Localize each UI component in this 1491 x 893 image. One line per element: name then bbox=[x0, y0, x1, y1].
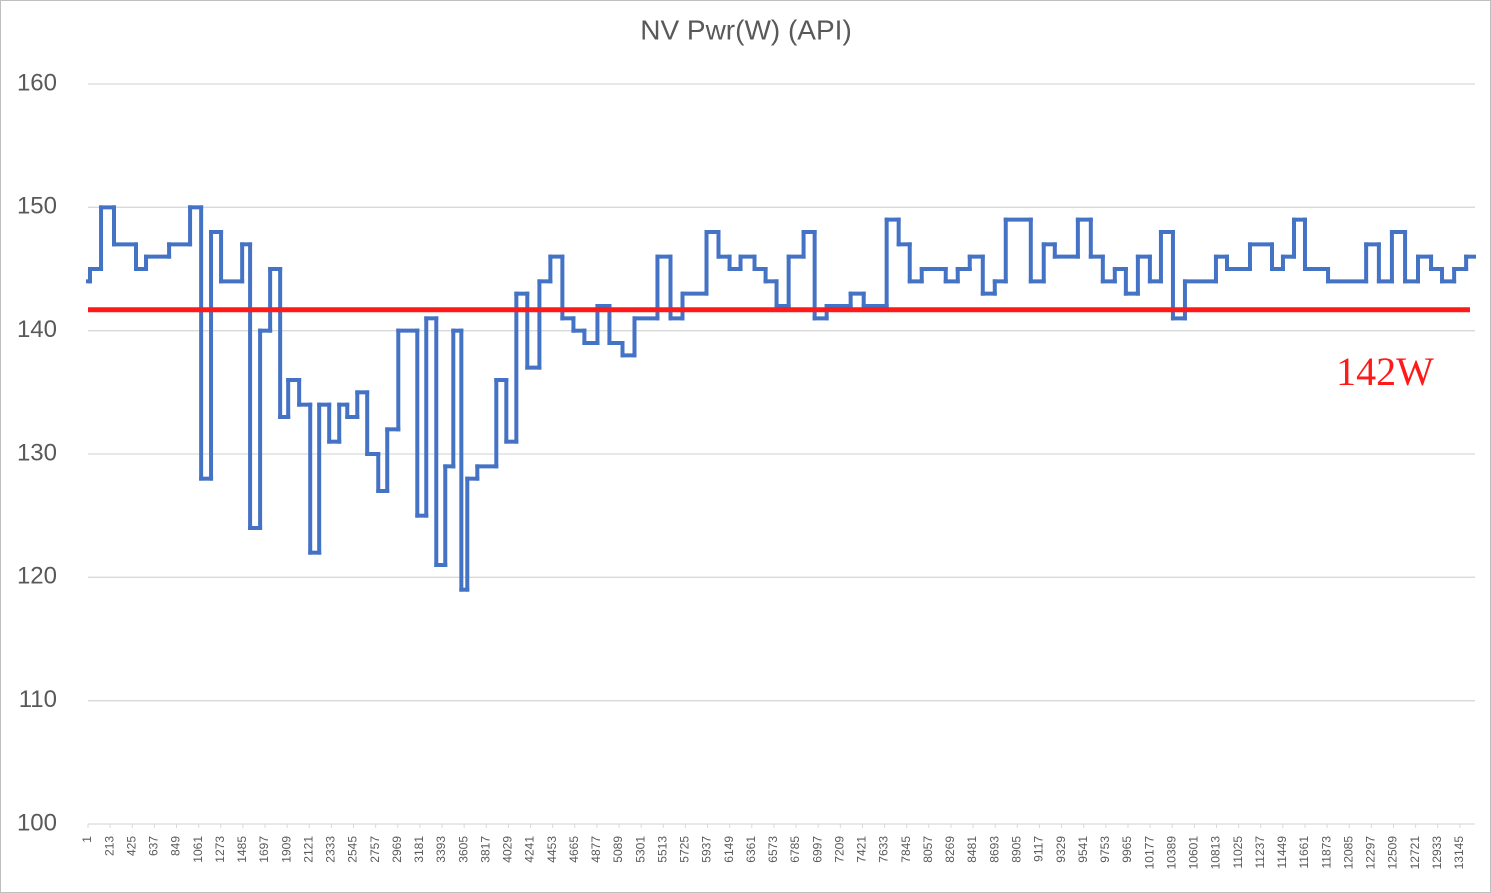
x-tick-label: 4665 bbox=[567, 836, 581, 863]
x-tick-label: 1273 bbox=[213, 836, 227, 863]
x-tick-label: 8057 bbox=[921, 836, 935, 863]
y-tick-label: 130 bbox=[17, 439, 57, 466]
x-tick-label: 11237 bbox=[1253, 836, 1267, 869]
reference-label: 142W bbox=[1336, 349, 1434, 394]
x-tick-label: 10813 bbox=[1209, 836, 1223, 870]
x-tick-label: 10601 bbox=[1187, 836, 1201, 870]
chart-title: NV Pwr(W) (API) bbox=[640, 14, 852, 45]
y-tick-label: 150 bbox=[17, 193, 57, 220]
x-tick-label: 5725 bbox=[678, 836, 692, 863]
x-tick-label: 1485 bbox=[235, 836, 249, 863]
x-tick-label: 637 bbox=[147, 836, 161, 856]
x-tick-label: 6149 bbox=[722, 836, 736, 863]
x-tick-label: 12509 bbox=[1386, 836, 1400, 870]
x-tick-label: 4241 bbox=[523, 836, 537, 863]
x-tick-label: 11873 bbox=[1319, 836, 1333, 869]
y-tick-label: 110 bbox=[19, 686, 57, 713]
x-tick-label: 6785 bbox=[788, 836, 802, 863]
x-tick-label: 5937 bbox=[700, 836, 714, 863]
x-tick-label: 12085 bbox=[1341, 836, 1355, 870]
x-tick-label: 8269 bbox=[943, 836, 957, 863]
x-tick-label: 213 bbox=[102, 836, 116, 856]
x-tick-label: 2757 bbox=[368, 836, 382, 863]
x-tick-label: 9541 bbox=[1076, 836, 1090, 863]
x-tick-label: 10177 bbox=[1142, 836, 1156, 870]
x-tick-label: 4453 bbox=[545, 836, 559, 863]
x-tick-label: 9753 bbox=[1098, 836, 1112, 863]
y-tick-label: 140 bbox=[17, 316, 57, 343]
x-tick-label: 12933 bbox=[1430, 836, 1444, 870]
x-tick-label: 3181 bbox=[412, 836, 426, 863]
y-tick-label: 100 bbox=[17, 809, 57, 836]
x-tick-label: 6997 bbox=[810, 836, 824, 863]
x-tick-label: 11025 bbox=[1231, 836, 1245, 869]
x-tick-label: 3605 bbox=[456, 836, 470, 863]
x-tick-label: 5089 bbox=[611, 836, 625, 863]
x-tick-label: 849 bbox=[169, 836, 183, 856]
x-tick-label: 7633 bbox=[877, 836, 891, 863]
y-tick-label: 160 bbox=[17, 69, 57, 96]
x-tick-label: 12297 bbox=[1364, 836, 1378, 870]
x-tick-label: 5301 bbox=[633, 836, 647, 863]
x-tick-label: 1909 bbox=[279, 836, 293, 863]
x-tick-label: 11661 bbox=[1297, 836, 1311, 869]
x-tick-label: 12721 bbox=[1408, 836, 1422, 870]
x-tick-label: 3817 bbox=[478, 836, 492, 863]
x-tick-label: 3393 bbox=[434, 836, 448, 863]
x-tick-label: 8481 bbox=[965, 836, 979, 863]
x-tick-label: 4877 bbox=[589, 836, 603, 863]
y-tick-label: 120 bbox=[17, 563, 57, 590]
x-tick-label: 425 bbox=[124, 836, 138, 856]
x-tick-label: 5513 bbox=[655, 836, 669, 863]
x-tick-label: 1697 bbox=[257, 836, 271, 863]
x-tick-label: 11449 bbox=[1275, 836, 1289, 869]
x-tick-label: 7845 bbox=[899, 836, 913, 863]
x-tick-label: 10389 bbox=[1164, 836, 1178, 870]
x-tick-label: 2121 bbox=[301, 836, 315, 863]
x-tick-label: 2969 bbox=[390, 836, 404, 863]
x-tick-label: 9965 bbox=[1120, 836, 1134, 863]
x-tick-label: 7209 bbox=[832, 836, 846, 863]
x-tick-label: 1 bbox=[80, 836, 94, 843]
x-tick-label: 8905 bbox=[1010, 836, 1024, 863]
x-tick-label: 2333 bbox=[324, 836, 338, 863]
x-tick-label: 13145 bbox=[1452, 836, 1466, 870]
x-tick-label: 1061 bbox=[191, 836, 205, 863]
x-tick-label: 8693 bbox=[987, 836, 1001, 863]
x-tick-label: 4029 bbox=[501, 836, 515, 863]
x-tick-label: 7421 bbox=[855, 836, 869, 863]
x-tick-label: 6573 bbox=[766, 836, 780, 863]
x-tick-label: 6361 bbox=[744, 836, 758, 863]
x-tick-label: 2545 bbox=[346, 836, 360, 863]
x-tick-label: 9329 bbox=[1054, 836, 1068, 863]
x-tick-label: 9117 bbox=[1032, 836, 1046, 862]
